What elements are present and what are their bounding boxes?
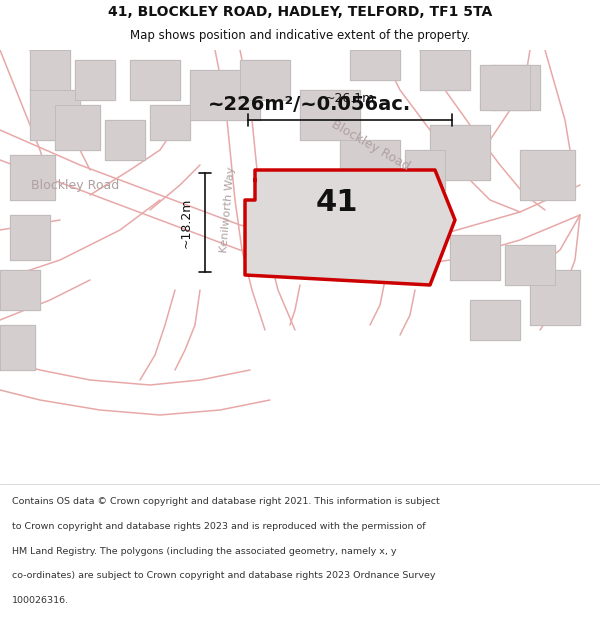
Polygon shape xyxy=(490,65,540,110)
Text: ~26.1m: ~26.1m xyxy=(325,92,375,105)
Polygon shape xyxy=(10,215,50,260)
Polygon shape xyxy=(430,125,490,180)
Text: 41: 41 xyxy=(316,188,358,217)
Polygon shape xyxy=(420,50,470,90)
Text: Kenilworth Way: Kenilworth Way xyxy=(219,167,237,253)
Text: ~226m²/~0.056ac.: ~226m²/~0.056ac. xyxy=(208,96,412,114)
Polygon shape xyxy=(450,235,500,280)
Polygon shape xyxy=(190,70,260,120)
Polygon shape xyxy=(75,60,115,100)
Polygon shape xyxy=(470,300,520,340)
Polygon shape xyxy=(150,105,190,140)
Polygon shape xyxy=(480,65,530,110)
Text: Blockley Road: Blockley Road xyxy=(31,179,119,191)
Polygon shape xyxy=(10,155,55,200)
Text: 41, BLOCKLEY ROAD, HADLEY, TELFORD, TF1 5TA: 41, BLOCKLEY ROAD, HADLEY, TELFORD, TF1 … xyxy=(108,6,492,19)
Polygon shape xyxy=(505,245,555,285)
Text: Contains OS data © Crown copyright and database right 2021. This information is : Contains OS data © Crown copyright and d… xyxy=(12,498,440,506)
Polygon shape xyxy=(105,120,145,160)
Polygon shape xyxy=(300,90,360,140)
Text: Blockley Road: Blockley Road xyxy=(329,118,412,172)
Text: Map shows position and indicative extent of the property.: Map shows position and indicative extent… xyxy=(130,29,470,42)
Text: to Crown copyright and database rights 2023 and is reproduced with the permissio: to Crown copyright and database rights 2… xyxy=(12,522,425,531)
Polygon shape xyxy=(130,60,180,100)
Polygon shape xyxy=(340,140,400,180)
Text: HM Land Registry. The polygons (including the associated geometry, namely x, y: HM Land Registry. The polygons (includin… xyxy=(12,547,397,556)
Text: 100026316.: 100026316. xyxy=(12,596,69,605)
Polygon shape xyxy=(0,270,40,310)
Text: co-ordinates) are subject to Crown copyright and database rights 2023 Ordnance S: co-ordinates) are subject to Crown copyr… xyxy=(12,571,436,581)
Text: ~18.2m: ~18.2m xyxy=(180,198,193,248)
Polygon shape xyxy=(55,105,100,150)
Polygon shape xyxy=(405,150,445,190)
Polygon shape xyxy=(520,150,575,200)
Polygon shape xyxy=(30,90,80,140)
Polygon shape xyxy=(245,170,455,285)
Polygon shape xyxy=(530,270,580,325)
Polygon shape xyxy=(240,60,290,100)
Polygon shape xyxy=(0,325,35,370)
Polygon shape xyxy=(30,50,70,90)
Polygon shape xyxy=(350,50,400,80)
